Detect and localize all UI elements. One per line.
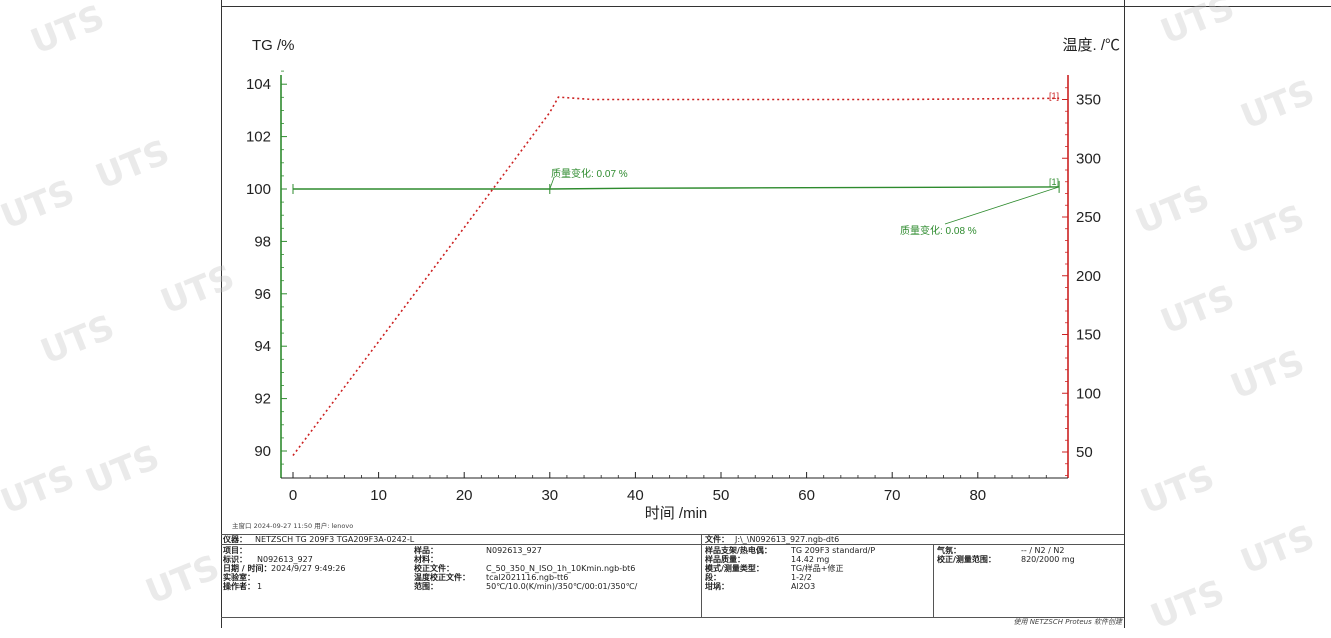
instrument-label: 仪器： bbox=[223, 535, 247, 544]
x-tick-label: 80 bbox=[969, 487, 986, 504]
y-left-axis-title: TG /% bbox=[252, 37, 295, 54]
info-value: TG/样品+修正 bbox=[791, 564, 844, 573]
x-tick-label: 60 bbox=[798, 487, 815, 504]
x-tick-label: 30 bbox=[541, 487, 558, 504]
info-value: N092613_927 bbox=[257, 555, 313, 564]
info-value: -- / N2 / N2 bbox=[1021, 546, 1065, 555]
info-label: 温度校正文件： bbox=[414, 573, 470, 582]
info-label: 样品支架/热电偶： bbox=[705, 546, 772, 555]
y-right-axis-title: 温度. /℃ bbox=[1062, 37, 1120, 54]
info-value: 14.42 mg bbox=[791, 555, 830, 564]
file-label: 文件： bbox=[705, 535, 729, 544]
info-label: 气氛： bbox=[937, 546, 961, 555]
y-left-tick-label: 104 bbox=[246, 76, 271, 93]
info-value: N092613_927 bbox=[486, 546, 542, 555]
info-label: 项目： bbox=[223, 546, 247, 555]
info-label: 校正文件： bbox=[414, 564, 454, 573]
frame-top-border bbox=[221, 6, 1331, 7]
info-value: Al2O3 bbox=[791, 582, 816, 591]
instrument-value: NETZSCH TG 209F3 TGA209F3A-0242-L bbox=[255, 535, 415, 544]
info-value: 1 bbox=[257, 582, 263, 591]
x-tick-label: 40 bbox=[627, 487, 644, 504]
info-bottom-rule bbox=[221, 617, 1124, 618]
y-right-tick-label: 200 bbox=[1076, 268, 1101, 285]
info-label: 标识： bbox=[223, 555, 247, 564]
info-divider-1 bbox=[701, 534, 702, 617]
info-label: 样品质量： bbox=[705, 555, 745, 564]
y-left-tick-label: 94 bbox=[254, 338, 271, 355]
x-tick-label: 10 bbox=[370, 487, 387, 504]
info-label: 实验室： bbox=[223, 573, 255, 582]
info-label: 校正/测量范围： bbox=[937, 555, 996, 564]
series-label-tg: [1] bbox=[1049, 177, 1059, 187]
info-label: 操作者： bbox=[223, 582, 255, 591]
annotation-leader bbox=[549, 177, 555, 190]
info-value: 1-2/2 bbox=[791, 573, 812, 582]
y-right-tick-label: 150 bbox=[1076, 327, 1101, 344]
temperature-series bbox=[292, 96, 1060, 456]
file-value: J:\_\N092613_927.ngb-dt6 bbox=[735, 535, 840, 544]
info-value: 2024/9/27 9:49:26 bbox=[271, 564, 346, 573]
info-label: 样品： bbox=[414, 546, 438, 555]
y-left-tick-label: 96 bbox=[254, 286, 271, 303]
y-left-tick-label: 102 bbox=[246, 129, 271, 146]
tg-mass-series bbox=[293, 186, 1060, 190]
frame-right-border bbox=[1124, 0, 1125, 628]
footer-note: 主窗口 2024-09-27 11:50 用户: lenovo bbox=[232, 522, 354, 530]
y-right-tick-label: 50 bbox=[1076, 444, 1093, 461]
info-label: 日期 / 时间： bbox=[223, 564, 272, 573]
info-label: 坩埚： bbox=[705, 582, 729, 591]
y-left-tick-label: 98 bbox=[254, 233, 271, 250]
info-label: 模式/测量类型： bbox=[705, 564, 764, 573]
y-right-tick-label: 300 bbox=[1076, 150, 1101, 167]
info-label: 材料： bbox=[414, 555, 438, 564]
y-left-tick-label: 100 bbox=[246, 181, 271, 198]
annotation-mass-change-2: 质量变化: 0.08 % bbox=[900, 224, 977, 237]
x-axis-title: 时间 /min bbox=[645, 505, 708, 522]
info-top-rule bbox=[221, 534, 1124, 535]
info-value: 820/2000 mg bbox=[1021, 555, 1075, 564]
x-tick-label: 70 bbox=[884, 487, 901, 504]
y-right-tick-label: 100 bbox=[1076, 385, 1101, 402]
frame-left-border bbox=[221, 0, 222, 628]
info-value: C_50_350_N_ISO_1h_10Kmin.ngb-bt6 bbox=[486, 564, 636, 573]
info-label: 范围： bbox=[414, 582, 438, 591]
annotation-leader bbox=[944, 186, 1060, 225]
info-label: 段： bbox=[705, 573, 721, 582]
y-right-tick-label: 350 bbox=[1076, 92, 1101, 109]
annotation-mass-change-1: 质量变化: 0.07 % bbox=[551, 167, 628, 180]
info-value: TG 209F3 standard/P bbox=[791, 546, 876, 555]
info-value: tcal2021116.ngb-tt6 bbox=[486, 573, 569, 582]
y-left-tick-label: 90 bbox=[254, 443, 271, 460]
y-right-tick-label: 250 bbox=[1076, 209, 1101, 226]
x-tick-label: 20 bbox=[456, 487, 473, 504]
software-credit: 使用 NETZSCH Proteus 软件创建 bbox=[1013, 618, 1122, 626]
x-tick-label: 50 bbox=[713, 487, 730, 504]
y-left-tick-label: 92 bbox=[254, 391, 271, 408]
info-divider-2 bbox=[933, 544, 934, 617]
x-tick-label: 0 bbox=[289, 487, 297, 504]
info-value: 50℃/10.0(K/min)/350℃/00:01/350℃/ bbox=[486, 582, 638, 591]
series-label-temperature: [1] bbox=[1049, 91, 1059, 101]
info-header-rule bbox=[221, 544, 1124, 545]
info-panel: 仪器： NETZSCH TG 209F3 TGA209F3A-0242-L 文件… bbox=[221, 534, 1124, 628]
